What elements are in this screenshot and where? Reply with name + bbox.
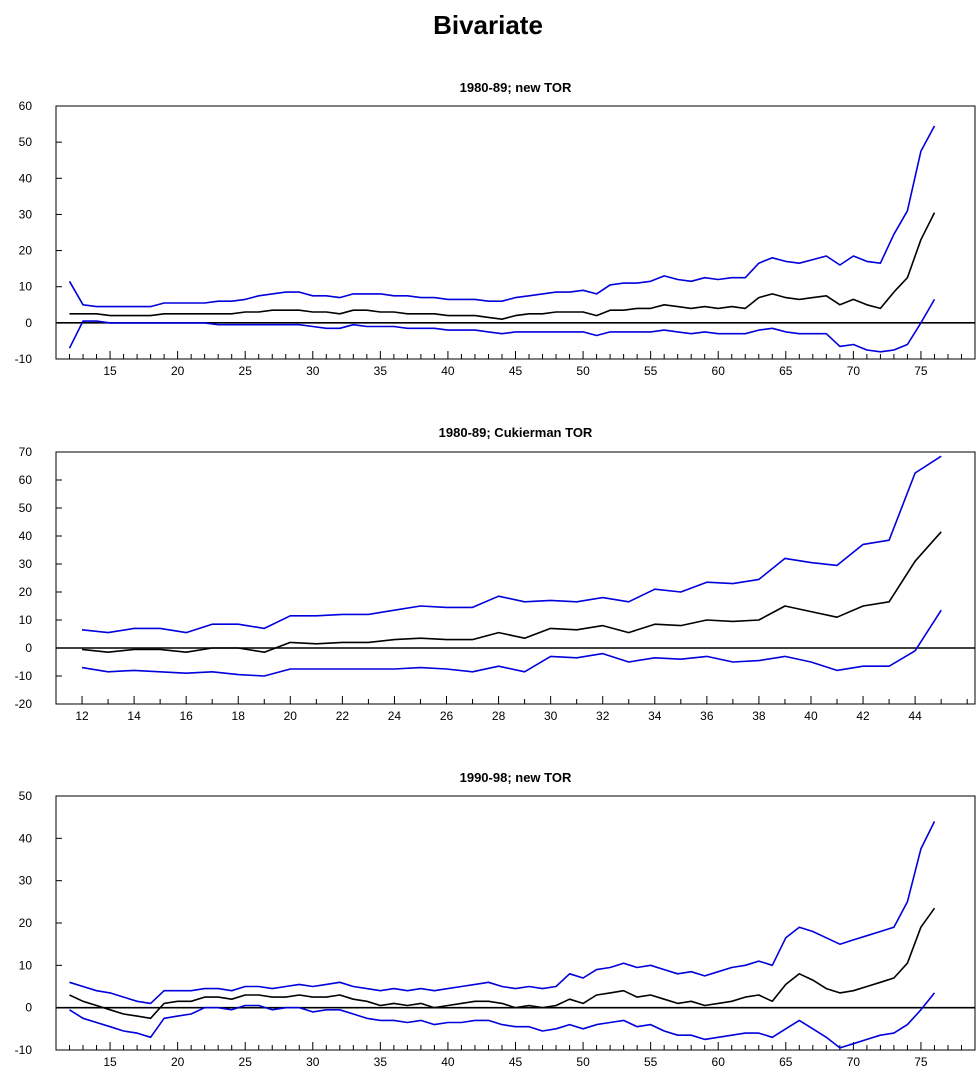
series-line-center: [69, 907, 936, 1020]
x-tick-label: 25: [239, 364, 253, 378]
panel-1980-89-cukierman-tor: 1980-89; Cukierman TOR -20 -10 0 10 20 30 40 50 6…: [15, 425, 976, 723]
x-tick-label: 50: [576, 1055, 590, 1069]
y-tick-label: 60: [19, 473, 33, 487]
x-tick-label: 30: [306, 1055, 320, 1069]
x-tick-label: 40: [441, 364, 455, 378]
x-tick-label: 44: [908, 709, 922, 723]
x-tick-label: 35: [374, 1055, 388, 1069]
y-tick-label: 60: [19, 99, 33, 113]
x-tick-label: 50: [576, 364, 590, 378]
panel-title: 1990-98; new TOR: [460, 770, 572, 785]
x-tick-label: 60: [712, 364, 726, 378]
series-line-lower: [81, 609, 942, 677]
x-tick-label: 30: [306, 364, 320, 378]
x-tick-label: 18: [232, 709, 246, 723]
y-tick-label: 50: [19, 789, 33, 803]
x-tick-label: 70: [847, 364, 861, 378]
x-tick-label: 38: [752, 709, 766, 723]
panel-1990-98-new-tor: 1990-98; new TOR -10 0 10 20 30 40 50 15 20 25 30 35…: [15, 770, 976, 1069]
panel-title: 1980-89; new TOR: [460, 80, 572, 95]
x-tick-label: 60: [712, 1055, 726, 1069]
y-tick-label: -10: [15, 1043, 33, 1057]
x-tick-label: 36: [700, 709, 714, 723]
series-line-center: [69, 212, 936, 321]
y-tick-label: 50: [19, 501, 33, 515]
panel-1980-89-new-tor: 1980-89; new TOR -10 0 10 20 30 40 50 60 15 20 25 30…: [15, 80, 976, 378]
series-line-upper: [81, 455, 942, 634]
series-line-center: [81, 531, 942, 654]
y-tick-label: 30: [19, 874, 33, 888]
x-tick-label: 12: [75, 709, 89, 723]
y-tick-label: -20: [15, 697, 33, 711]
y-tick-label: -10: [15, 669, 33, 683]
x-tick-label: 24: [388, 709, 402, 723]
x-tick-label: 55: [644, 1055, 658, 1069]
x-tick-label: 25: [239, 1055, 253, 1069]
y-tick-label: 10: [19, 613, 33, 627]
y-tick-label: 40: [19, 831, 33, 845]
x-tick-label: 20: [171, 1055, 185, 1069]
x-tick-label: 70: [847, 1055, 861, 1069]
x-tick-label: 75: [914, 364, 928, 378]
series-line-upper: [68, 125, 936, 308]
x-tick-label: 34: [648, 709, 662, 723]
x-tick-label: 30: [544, 709, 558, 723]
x-tick-label: 14: [127, 709, 141, 723]
y-tick-label: 20: [19, 244, 33, 258]
x-tick-label: 40: [441, 1055, 455, 1069]
x-tick-label: 16: [179, 709, 193, 723]
y-tick-label: 30: [19, 207, 33, 221]
y-tick-label: 20: [19, 585, 33, 599]
y-tick-label: -10: [15, 352, 33, 366]
y-tick-label: 10: [19, 958, 33, 972]
y-tick-label: 50: [19, 135, 33, 149]
x-tick-label: 45: [509, 1055, 523, 1069]
y-tick-label: 30: [19, 557, 33, 571]
y-tick-label: 0: [25, 316, 32, 330]
y-tick-label: 40: [19, 529, 33, 543]
x-tick-label: 75: [914, 1055, 928, 1069]
x-tick-label: 40: [804, 709, 818, 723]
y-tick-label: 20: [19, 916, 33, 930]
x-tick-label: 26: [440, 709, 454, 723]
plot-frame: [55, 451, 976, 705]
x-tick-label: 28: [492, 709, 506, 723]
panel-title: 1980-89; Cukierman TOR: [439, 425, 593, 440]
x-tick-label: 22: [336, 709, 350, 723]
series-line-upper: [69, 821, 936, 1005]
x-tick-label: 32: [596, 709, 610, 723]
x-tick-label: 42: [856, 709, 870, 723]
series-line-lower: [69, 992, 936, 1049]
x-tick-label: 15: [103, 1055, 117, 1069]
y-tick-label: 10: [19, 280, 33, 294]
y-tick-label: 40: [19, 171, 33, 185]
y-tick-label: 0: [25, 641, 32, 655]
x-tick-label: 15: [103, 364, 117, 378]
x-tick-label: 35: [374, 364, 388, 378]
x-tick-label: 65: [779, 364, 793, 378]
x-tick-label: 55: [644, 364, 658, 378]
plot-frame: [55, 105, 976, 360]
x-tick-label: 65: [779, 1055, 793, 1069]
series-line-lower: [68, 298, 936, 353]
main-title: Bivariate: [433, 10, 543, 40]
y-tick-label: 70: [19, 445, 33, 459]
y-tick-label: 0: [25, 1001, 32, 1015]
x-tick-label: 20: [284, 709, 298, 723]
x-tick-label: 20: [171, 364, 185, 378]
x-tick-label: 45: [509, 364, 523, 378]
